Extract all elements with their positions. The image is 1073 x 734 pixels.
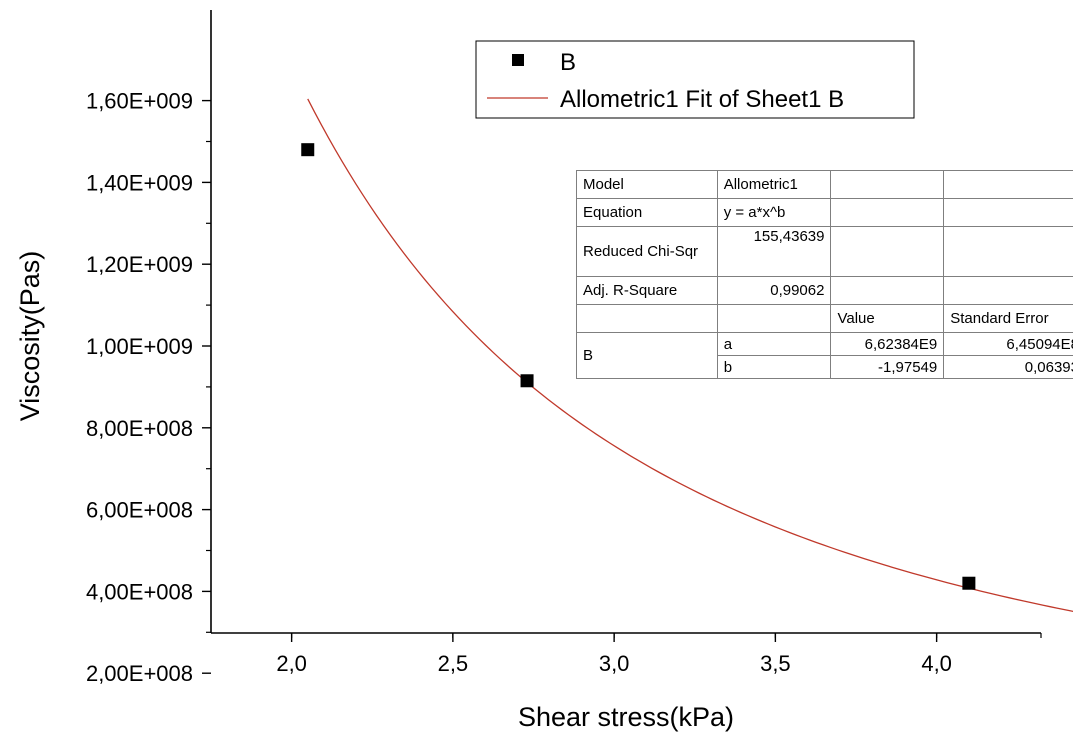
data-point <box>301 143 315 157</box>
y-tick-label: 6,00E+008 <box>86 498 193 523</box>
fit-layer <box>307 98 1073 613</box>
y-tick-label: 1,40E+009 <box>86 170 193 195</box>
table-row-header: Value Standard Error <box>576 304 1073 333</box>
legend-marker-b <box>512 54 524 66</box>
table-cell: Reduced Chi-Sqr <box>576 226 718 277</box>
x-tick-label: 2,0 <box>276 651 307 676</box>
table-cell: b <box>716 355 832 379</box>
table-row-model: Model Allometric1 <box>576 170 1073 199</box>
table-row-r-square: Adj. R-Square 0,99062 <box>576 276 1073 305</box>
table-cell <box>830 226 945 277</box>
y-axis-title: Viscosity(Pas) <box>15 251 45 422</box>
x-axis-title: Shear stress(kPa) <box>518 702 734 732</box>
y-tick-label: 2,00E+008 <box>86 661 193 686</box>
data-point <box>962 576 976 590</box>
table-cell <box>830 276 945 305</box>
fit-parameters-table: Model Allometric1 Equation y = a*x^b Red… <box>576 170 1073 379</box>
table-row-param-b: b -1,97549 0,06393 <box>577 355 1073 379</box>
table-cell: Allometric1 <box>716 170 832 199</box>
table-row-chisq: Reduced Chi-Sqr 155,43639 <box>576 226 1073 277</box>
y-tick-label: 1,20E+009 <box>86 252 193 277</box>
table-cell: y = a*x^b <box>716 198 832 227</box>
y-tick-label: 4,00E+008 <box>86 579 193 604</box>
legend-label-b: B <box>560 49 576 76</box>
table-cell: -1,97549 <box>830 355 945 379</box>
x-tick-label: 3,5 <box>760 651 791 676</box>
table-cell: Value <box>830 304 945 333</box>
table-cell: Equation <box>576 198 718 227</box>
table-cell: Adj. R-Square <box>576 276 718 305</box>
table-cell <box>576 304 718 333</box>
table-cell <box>830 198 945 227</box>
table-cell <box>830 170 945 199</box>
table-cell <box>943 198 1073 227</box>
legend-box <box>475 40 915 119</box>
y-tick-label: 1,60E+009 <box>86 89 193 114</box>
table-row-equation: Equation y = a*x^b <box>576 198 1073 227</box>
data-point <box>520 374 534 388</box>
table-cell-group: B <box>576 332 718 379</box>
y-tick-label: 1,00E+009 <box>86 334 193 359</box>
table-cell: 0,06393 <box>943 355 1073 379</box>
x-tick-label: 3,0 <box>599 651 630 676</box>
table-cell <box>943 170 1073 199</box>
table-cell: 0,99062 <box>716 276 832 305</box>
x-tick-label: 4,0 <box>921 651 952 676</box>
table-cell: Standard Error <box>943 304 1073 333</box>
table-cell: 6,62384E9 <box>830 332 945 356</box>
table-cell: a <box>716 332 832 356</box>
legend: B Allometric1 Fit of Sheet1 B <box>475 40 915 119</box>
legend-label-fit: Allometric1 Fit of Sheet1 B <box>560 86 844 113</box>
points-layer <box>301 143 976 590</box>
axes: 2,02,53,03,54,04,55,05,52,00E+0084,00E+0… <box>86 10 1042 686</box>
table-row-param-a: B a 6,62384E9 6,45094E8 <box>576 332 1073 379</box>
table-cell <box>716 304 832 333</box>
table-cell: 6,45094E8 <box>943 332 1073 356</box>
x-tick-label: 2,5 <box>438 651 469 676</box>
table-cell <box>943 276 1073 305</box>
table-cell: 155,43639 <box>716 226 832 277</box>
fit-curve <box>307 98 1073 613</box>
table-cell <box>943 226 1073 277</box>
y-tick-label: 8,00E+008 <box>86 416 193 441</box>
table-cell: Model <box>576 170 718 199</box>
